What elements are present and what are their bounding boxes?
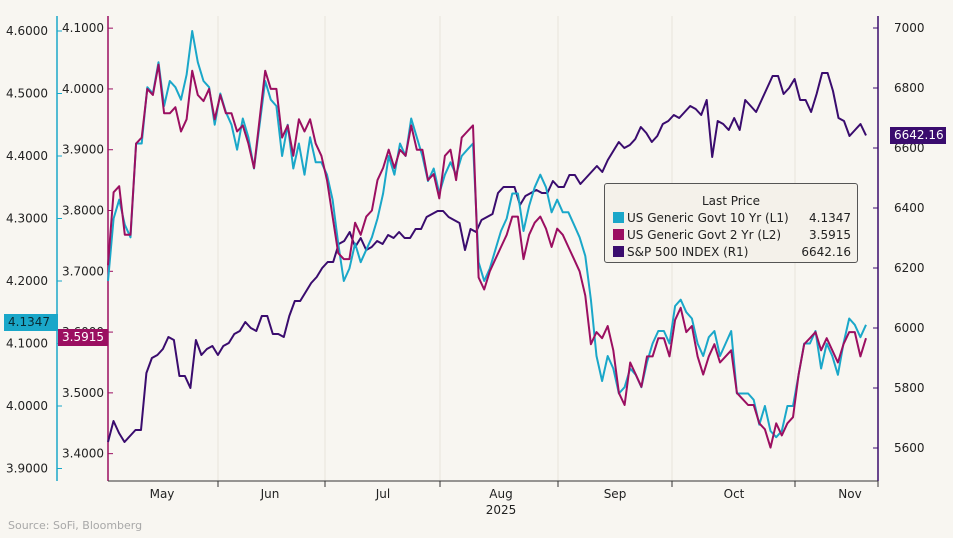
- y-tick-label-l2: 4.0000: [62, 82, 104, 96]
- x-tick-label: Sep: [604, 487, 627, 501]
- y-tick-label-r1: 5600: [894, 441, 925, 455]
- y-tick-label-l2: 3.8000: [62, 204, 104, 218]
- y-tick-label-l2: 3.5000: [62, 386, 104, 400]
- legend-name: S&P 500 INDEX (R1): [627, 245, 749, 259]
- y-tick-label-l1: 4.0000: [6, 399, 48, 413]
- legend-entry-10yr: US Generic Govt 10 Yr (L1) 4.1347: [605, 210, 857, 227]
- y-tick-label-r1: 7000: [894, 21, 925, 35]
- axes: [56, 16, 879, 487]
- source-note: Source: SoFi, Bloomberg: [8, 519, 143, 532]
- y-tick-label-r1: 6400: [894, 201, 925, 215]
- x-tick-label: Jul: [375, 487, 390, 501]
- x-tick-label: Aug: [489, 487, 512, 501]
- x-year-label: 2025: [486, 503, 517, 517]
- y-tick-label-l2: 3.9000: [62, 143, 104, 157]
- series-line-2yr: [107, 63, 867, 449]
- legend-entry-2yr: US Generic Govt 2 Yr (L2) 3.5915: [605, 227, 857, 244]
- y-tick-label-l1: 4.5000: [6, 87, 48, 101]
- legend-name: US Generic Govt 10 Yr (L1): [627, 211, 789, 225]
- y-tick-label-r1: 6000: [894, 321, 925, 335]
- y-tick-label-l1: 4.2000: [6, 274, 48, 288]
- x-tick-label: Jun: [260, 487, 280, 501]
- y-tick-label-l2: 4.1000: [62, 21, 104, 35]
- series-line-10yr: [107, 30, 867, 439]
- y-tick-label-l2: 3.7000: [62, 264, 104, 278]
- legend-swatch-2yr: [613, 229, 624, 240]
- legend-entry-spx: S&P 500 INDEX (R1) 6642.16: [605, 244, 857, 261]
- series-line-spx: [107, 72, 867, 443]
- legend-swatch-spx: [613, 246, 624, 257]
- last-value-flag-10yr: 4.1347: [4, 313, 58, 331]
- legend-value: 4.1347: [809, 211, 851, 225]
- legend-value: 6642.16: [801, 245, 851, 259]
- y-tick-label-l1: 3.9000: [6, 462, 48, 476]
- y-tick-label-l1: 4.3000: [6, 212, 48, 226]
- y-tick-label-l1: 4.4000: [6, 149, 48, 163]
- tick-labels: 3.9000 4.0000 4.1000 4.2000 4.3000 4.4000 4.50…: [6, 21, 925, 517]
- legend-name: US Generic Govt 2 Yr (L2): [627, 228, 782, 242]
- y-tick-label-r1: 6800: [894, 81, 925, 95]
- y-tick-label-r1: 5800: [894, 381, 925, 395]
- x-tick-label: May: [150, 487, 175, 501]
- last-value-flag-spx: 6642.16: [890, 127, 946, 145]
- y-tick-label-l1: 4.1000: [6, 337, 48, 351]
- y-tick-label-r1: 6600: [894, 141, 925, 155]
- last-value-flag-2yr: 3.5915: [58, 329, 108, 347]
- legend: Last Price US Generic Govt 10 Yr (L1) 4.1…: [604, 183, 858, 263]
- y-tick-label-l1: 4.6000: [6, 24, 48, 38]
- legend-title: Last Price: [701, 194, 761, 208]
- x-tick-label: Oct: [724, 487, 745, 501]
- series-lines: [107, 30, 867, 449]
- legend-value: 3.5915: [809, 228, 851, 242]
- x-tick-label: Nov: [838, 487, 861, 501]
- legend-swatch-10yr: [613, 212, 624, 223]
- y-tick-label-r1: 6200: [894, 261, 925, 275]
- y-tick-label-l2: 3.4000: [62, 447, 104, 461]
